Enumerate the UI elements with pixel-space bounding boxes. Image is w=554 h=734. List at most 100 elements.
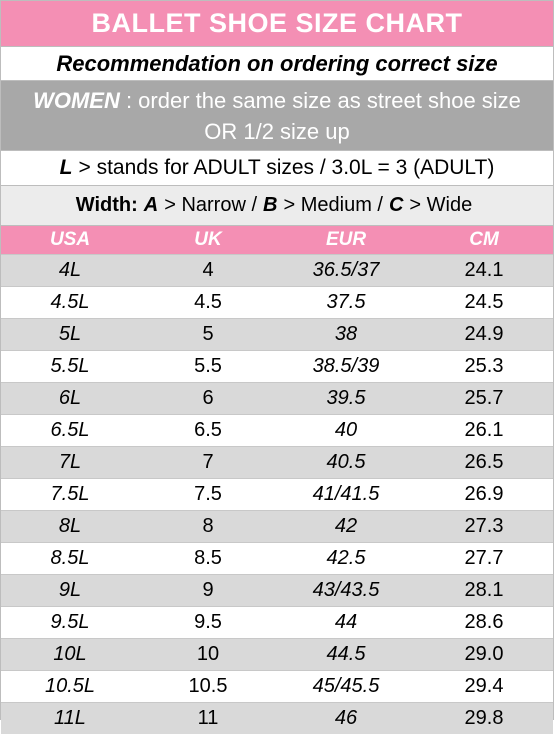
size-cell: 38: [277, 319, 415, 351]
size-cell: 7: [139, 447, 277, 479]
size-cell: 10.5: [139, 671, 277, 703]
width-desc: > Narrow /: [164, 194, 257, 217]
size-cell: 7L: [1, 447, 139, 479]
women-text: : order the same size as street shoe siz…: [126, 88, 521, 144]
column-header: UK: [139, 226, 277, 255]
size-cell: 11: [139, 703, 277, 734]
width-label: Width:: [76, 194, 138, 217]
size-cell: 7.5: [139, 479, 277, 511]
size-cell: 39.5: [277, 383, 415, 415]
size-cell: 8.5: [139, 543, 277, 575]
size-cell: 6: [139, 383, 277, 415]
size-cell: 37.5: [277, 287, 415, 319]
size-cell: 29.0: [415, 639, 553, 671]
size-cell: 40.5: [277, 447, 415, 479]
size-cell: 9.5: [139, 607, 277, 639]
size-cell: 4.5L: [1, 287, 139, 319]
size-cell: 6L: [1, 383, 139, 415]
size-cell: 42: [277, 511, 415, 543]
column-header: USA: [1, 226, 139, 255]
size-cell: 10.5L: [1, 671, 139, 703]
size-cell: 45/45.5: [277, 671, 415, 703]
size-cell: 8: [139, 511, 277, 543]
size-cell: 4.5: [139, 287, 277, 319]
size-cell: 5.5L: [1, 351, 139, 383]
size-cell: 25.7: [415, 383, 553, 415]
column-header: CM: [415, 226, 553, 255]
size-cell: 4: [139, 255, 277, 287]
size-cell: 26.9: [415, 479, 553, 511]
width-code: C: [389, 194, 403, 217]
size-cell: 24.5: [415, 287, 553, 319]
size-cell: 28.1: [415, 575, 553, 607]
column-header: EUR: [277, 226, 415, 255]
width-note: Width: A > Narrow / B > Medium / C > Wide: [1, 186, 553, 226]
size-cell: 6.5: [139, 415, 277, 447]
size-cell: 26.5: [415, 447, 553, 479]
size-cell: 27.7: [415, 543, 553, 575]
size-cell: 28.6: [415, 607, 553, 639]
adult-text: > stands for ADULT sizes / 3.0L = 3 (ADU…: [78, 156, 494, 180]
width-desc: > Medium /: [283, 194, 382, 217]
size-cell: 29.4: [415, 671, 553, 703]
width-code: B: [263, 194, 277, 217]
size-cell: 9: [139, 575, 277, 607]
recommendation: Recommendation on ordering correct size: [1, 47, 553, 81]
size-cell: 5L: [1, 319, 139, 351]
size-cell: 42.5: [277, 543, 415, 575]
size-cell: 25.3: [415, 351, 553, 383]
adult-label: L: [60, 156, 73, 180]
size-cell: 9L: [1, 575, 139, 607]
size-cell: 8.5L: [1, 543, 139, 575]
women-note: WOMEN : order the same size as street sh…: [1, 81, 553, 151]
size-cell: 5: [139, 319, 277, 351]
adult-note: L> stands for ADULT sizes / 3.0L = 3 (AD…: [1, 151, 553, 186]
size-cell: 10L: [1, 639, 139, 671]
size-cell: 10: [139, 639, 277, 671]
size-cell: 40: [277, 415, 415, 447]
size-cell: 26.1: [415, 415, 553, 447]
size-cell: 4L: [1, 255, 139, 287]
size-cell: 41/41.5: [277, 479, 415, 511]
size-cell: 27.3: [415, 511, 553, 543]
size-cell: 44.5: [277, 639, 415, 671]
size-cell: 38.5/39: [277, 351, 415, 383]
size-cell: 24.9: [415, 319, 553, 351]
size-cell: 44: [277, 607, 415, 639]
width-desc: > Wide: [409, 194, 472, 217]
chart-title: BALLET SHOE SIZE CHART: [1, 1, 553, 47]
size-cell: 36.5/37: [277, 255, 415, 287]
size-cell: 29.8: [415, 703, 553, 734]
size-cell: 6.5L: [1, 415, 139, 447]
women-note-text: WOMEN : order the same size as street sh…: [21, 85, 533, 147]
size-cell: 43/43.5: [277, 575, 415, 607]
size-cell: 8L: [1, 511, 139, 543]
size-cell: 7.5L: [1, 479, 139, 511]
size-cell: 46: [277, 703, 415, 734]
size-cell: 5.5: [139, 351, 277, 383]
size-cell: 24.1: [415, 255, 553, 287]
women-label: WOMEN: [33, 88, 120, 113]
width-code: A: [144, 194, 158, 217]
size-cell: 9.5L: [1, 607, 139, 639]
size-cell: 11L: [1, 703, 139, 734]
